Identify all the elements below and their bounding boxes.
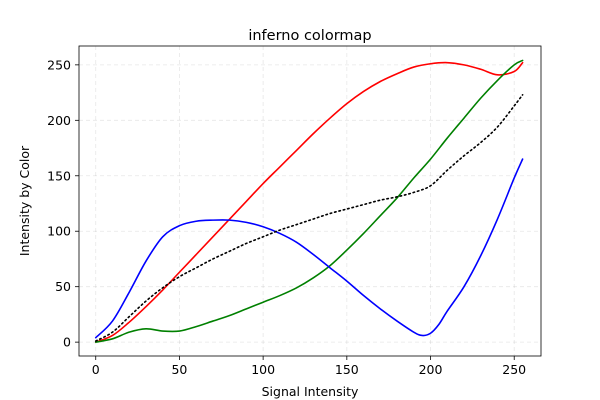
red-series-line xyxy=(94,61,524,343)
x-tick-label: 200 xyxy=(419,362,443,377)
y-tick-label: 150 xyxy=(47,168,71,183)
x-tick-label: 150 xyxy=(335,362,359,377)
blue-series-line xyxy=(94,158,524,339)
y-tick: 250 xyxy=(47,57,79,72)
y-tick-label: 50 xyxy=(55,279,71,294)
x-tick: 0 xyxy=(92,356,100,377)
y-tick: 50 xyxy=(55,279,79,294)
y-tick-label: 200 xyxy=(47,113,71,128)
x-tick: 50 xyxy=(171,356,187,377)
y-axis-label: Intensity by Color xyxy=(17,145,32,256)
grid xyxy=(79,46,541,356)
x-tick: 150 xyxy=(335,356,359,377)
black-dotted-series-line xyxy=(94,94,524,342)
x-tick-label: 100 xyxy=(251,362,275,377)
plot-frame xyxy=(78,45,542,357)
green-series-line xyxy=(94,59,524,343)
chart-title: inferno colormap xyxy=(248,28,371,44)
x-axis-ticks: 0 50 100 150 200 250 xyxy=(92,356,526,377)
y-tick: 200 xyxy=(47,113,79,128)
x-tick: 100 xyxy=(251,356,275,377)
y-tick-label: 100 xyxy=(47,224,71,239)
x-tick: 200 xyxy=(419,356,443,377)
y-tick: 100 xyxy=(47,224,79,239)
y-tick: 0 xyxy=(63,335,79,350)
y-tick: 150 xyxy=(47,168,79,183)
x-axis-label: Signal Intensity xyxy=(262,384,359,399)
y-axis-ticks: 0 50 100 150 200 250 xyxy=(47,57,79,350)
series-layer xyxy=(94,59,524,343)
y-tick-label: 0 xyxy=(63,335,71,350)
x-tick-label: 50 xyxy=(171,362,187,377)
x-tick-label: 0 xyxy=(92,362,100,377)
x-tick: 250 xyxy=(502,356,526,377)
y-tick-label: 250 xyxy=(47,57,71,72)
x-tick-label: 250 xyxy=(502,362,526,377)
